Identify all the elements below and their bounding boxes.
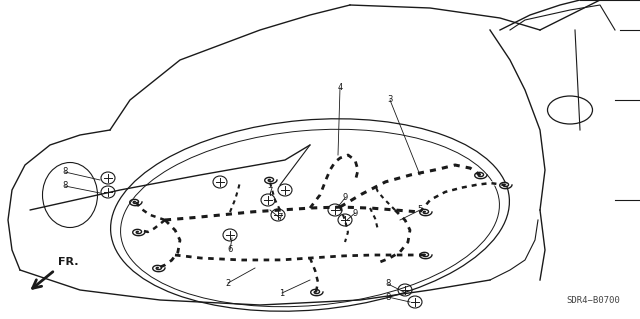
Text: 8: 8: [62, 182, 68, 190]
Text: 7: 7: [277, 213, 283, 222]
Text: 2: 2: [225, 278, 230, 287]
Text: 9: 9: [353, 209, 358, 218]
Text: 5: 5: [417, 205, 422, 214]
Text: 8: 8: [385, 293, 390, 301]
Text: SDR4−B0700: SDR4−B0700: [566, 296, 620, 305]
Text: 8: 8: [62, 167, 68, 176]
Text: 7: 7: [268, 188, 273, 197]
Text: 8: 8: [385, 279, 390, 288]
Text: 1: 1: [280, 288, 285, 298]
Text: 3: 3: [387, 95, 393, 105]
Text: FR.: FR.: [58, 257, 79, 267]
Text: 6: 6: [227, 246, 233, 255]
Text: 4: 4: [337, 84, 342, 93]
Text: 9: 9: [342, 194, 348, 203]
